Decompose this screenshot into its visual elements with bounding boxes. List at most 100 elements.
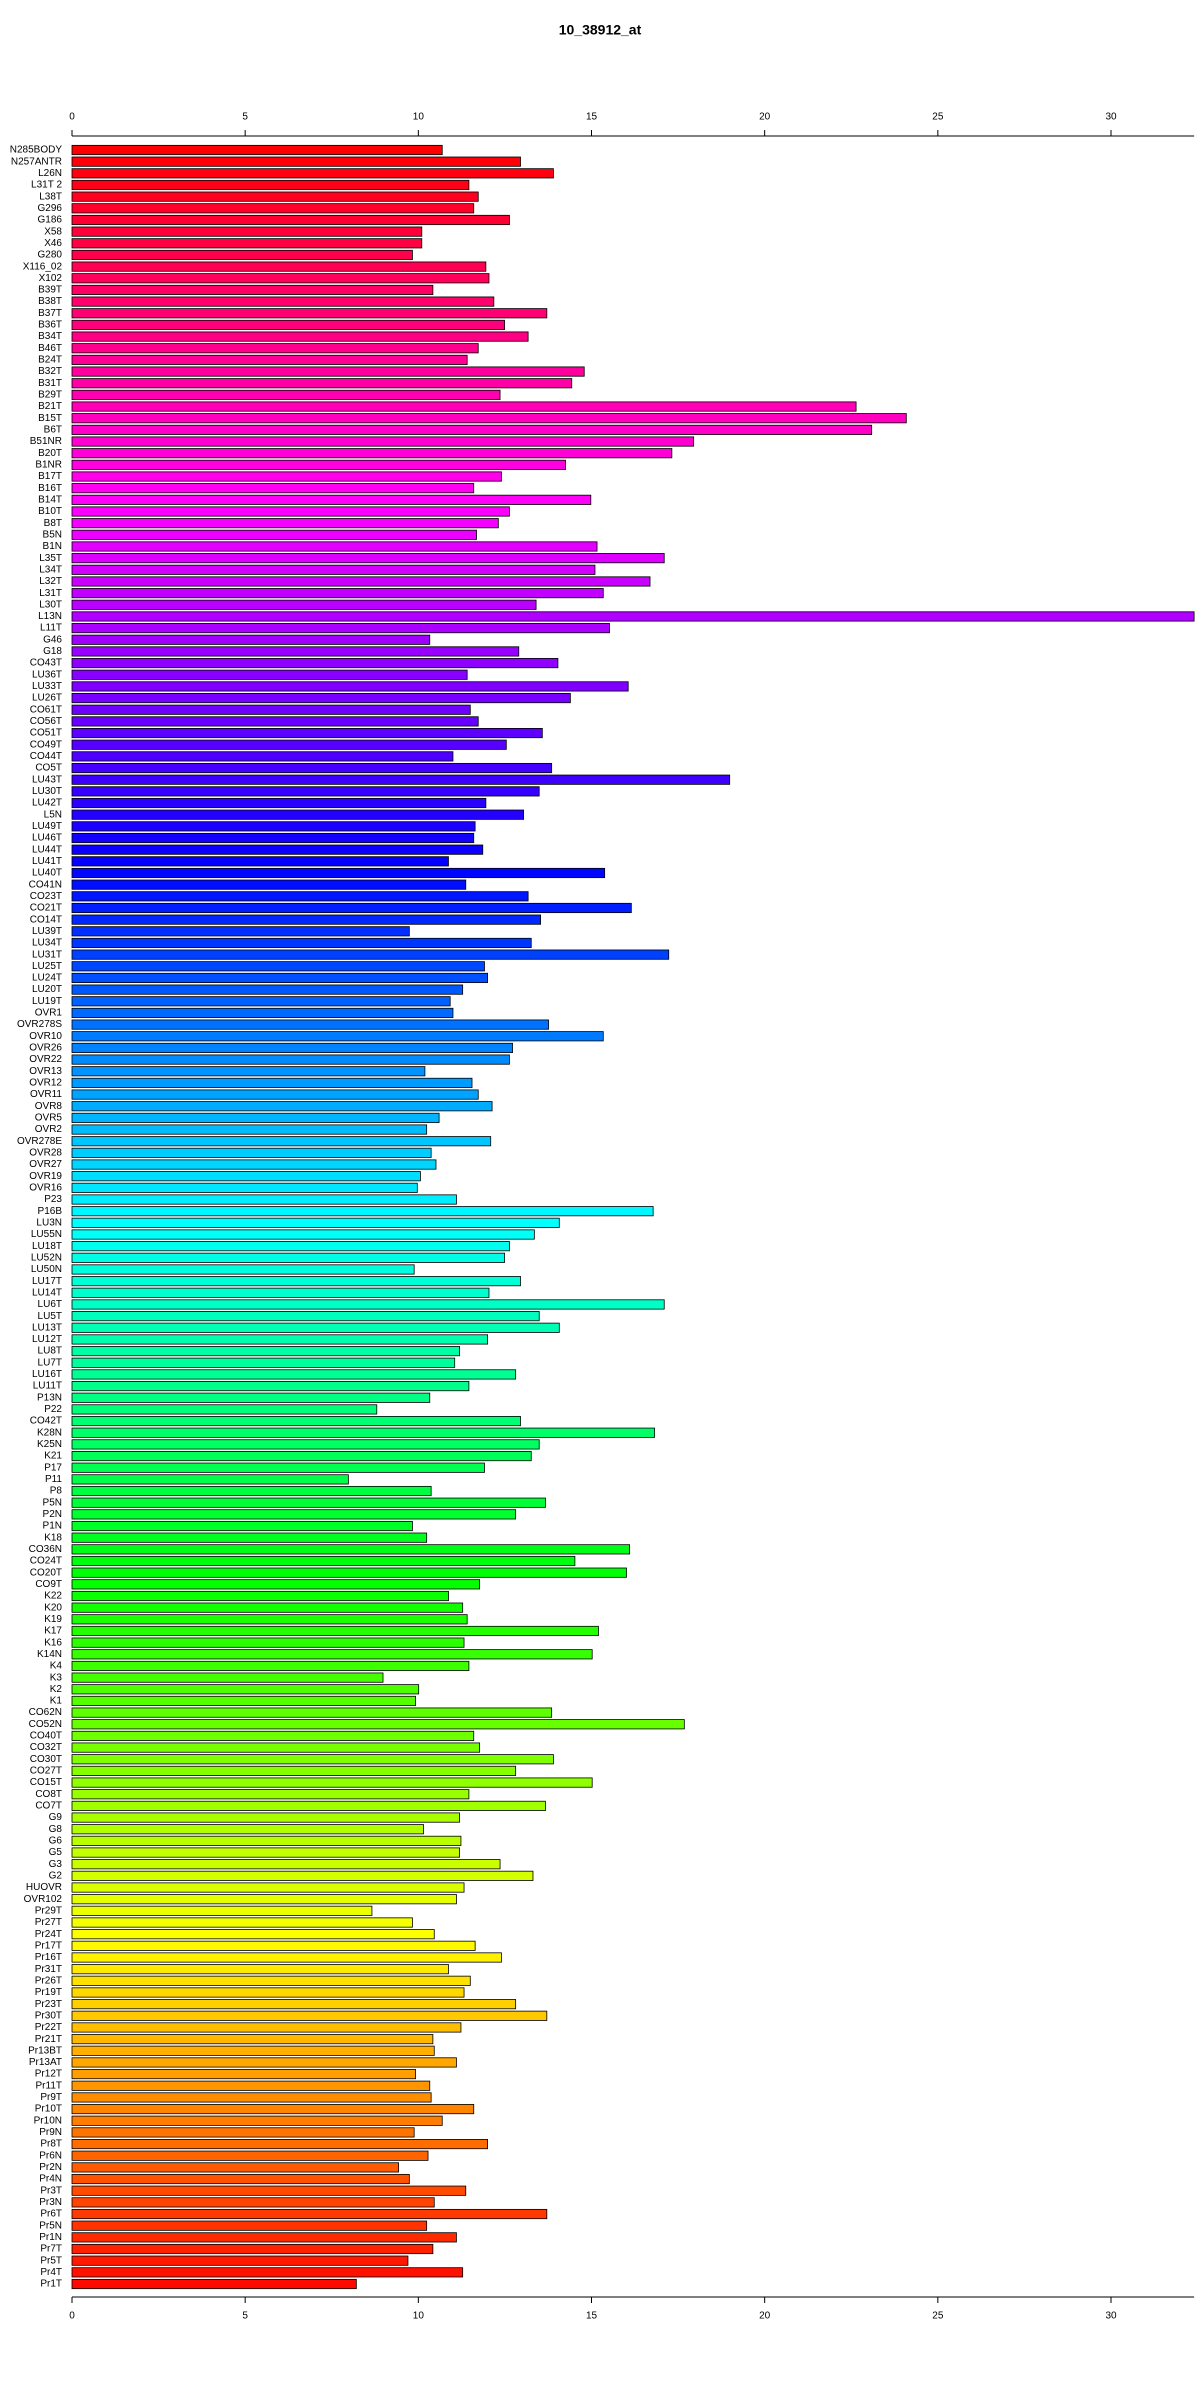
y-tick-label: Pr26T xyxy=(35,1975,62,1986)
bar xyxy=(71,1159,437,1170)
bar xyxy=(71,249,413,261)
y-tick-label: OVR278S xyxy=(17,1019,62,1030)
bar xyxy=(71,168,554,179)
bar xyxy=(71,1252,505,1263)
y-tick-label: G18 xyxy=(43,646,62,657)
y-tick-label: CO61T xyxy=(30,704,62,715)
bar xyxy=(71,378,573,389)
bar xyxy=(71,1684,420,1695)
bar xyxy=(71,797,487,809)
y-tick-label: LU18T xyxy=(32,1241,62,1252)
chart-title: 10_38912_at xyxy=(559,22,642,38)
bar xyxy=(71,1555,576,1567)
bar xyxy=(71,984,464,995)
bar xyxy=(71,821,476,832)
y-tick-label: Pr9N xyxy=(39,2127,62,2138)
bar xyxy=(71,1999,517,2010)
bar xyxy=(71,844,484,855)
bar xyxy=(71,937,532,949)
y-tick-label: L32T xyxy=(39,576,62,587)
y-tick-label: B34T xyxy=(38,331,62,342)
y-tick-label: B6T xyxy=(44,425,62,436)
bar xyxy=(71,1520,413,1532)
y-tick-label: LU24T xyxy=(32,973,62,984)
y-tick-label: OVR27 xyxy=(29,1159,62,1170)
y-tick-label: OVR278E xyxy=(17,1136,62,1147)
x-tick-label: 25 xyxy=(932,112,944,123)
bar xyxy=(71,261,487,272)
bar xyxy=(71,576,651,587)
bar xyxy=(71,1975,471,1986)
y-tick-label: CO41N xyxy=(29,879,62,890)
y-tick-label: L13N xyxy=(38,611,62,622)
y-tick-label: P2N xyxy=(43,1509,62,1520)
y-tick-label: CO62N xyxy=(29,1707,62,1718)
y-tick-label: CO9T xyxy=(35,1579,62,1590)
y-tick-label: LU50N xyxy=(31,1264,62,1275)
y-tick-label: B15T xyxy=(38,413,62,424)
bar xyxy=(71,179,470,191)
y-tick-label: Pr7T xyxy=(40,2244,62,2255)
bar xyxy=(71,1206,654,1217)
y-tick-label: LU8T xyxy=(38,1346,62,1357)
bar xyxy=(71,541,598,552)
y-tick-label: B24T xyxy=(38,355,62,366)
y-tick-label: LU25T xyxy=(32,961,62,972)
bar xyxy=(71,669,468,680)
bar xyxy=(71,1416,521,1427)
y-tick-label: L34T xyxy=(39,564,62,575)
bar xyxy=(71,1439,540,1450)
y-tick-label: Pr6T xyxy=(40,2209,62,2220)
bar xyxy=(71,599,537,610)
y-tick-label: LU6T xyxy=(38,1299,62,1310)
y-tick-label: Pr13AT xyxy=(29,2057,62,2068)
y-tick-label: K1 xyxy=(50,1696,63,1707)
y-tick-label: P1N xyxy=(43,1521,62,1532)
y-tick-label: LU43T xyxy=(32,774,62,785)
bar xyxy=(71,1894,457,1905)
y-tick-label: LU7T xyxy=(38,1357,62,1368)
y-tick-label: Pr6N xyxy=(39,2150,62,2161)
x-tick-label: 15 xyxy=(586,112,598,123)
bar xyxy=(71,1590,449,1602)
bar xyxy=(71,2243,434,2255)
y-tick-label: LU31T xyxy=(32,949,62,960)
bar xyxy=(71,2255,409,2266)
bar xyxy=(71,203,475,214)
y-tick-label: K16 xyxy=(44,1637,62,1648)
y-tick-label: Pr5T xyxy=(40,2255,62,2266)
y-tick-label: CO7T xyxy=(35,1801,62,1812)
y-tick-label: B8T xyxy=(44,518,62,529)
y-tick-label: CO27T xyxy=(30,1766,62,1777)
bar xyxy=(71,2173,410,2185)
y-tick-label: B17T xyxy=(38,471,62,482)
y-tick-label: B37T xyxy=(38,308,62,319)
y-tick-label: CO56T xyxy=(30,716,62,727)
bar xyxy=(71,1602,464,1613)
bar xyxy=(71,1241,510,1252)
bar xyxy=(71,2197,435,2208)
y-tick-label: G296 xyxy=(38,203,63,214)
bar xyxy=(71,1276,521,1287)
y-tick-label: P5N xyxy=(43,1497,62,1508)
y-tick-label: N285BODY xyxy=(10,145,63,156)
y-tick-label: HUOVR xyxy=(26,1882,62,1893)
y-tick-label: LU30T xyxy=(32,786,62,797)
y-tick-label: LU49T xyxy=(32,821,62,832)
bar xyxy=(71,704,471,715)
y-tick-label: Pr21T xyxy=(35,2034,62,2045)
y-tick-label: Pr1T xyxy=(40,2279,62,2290)
y-tick-label: LU39T xyxy=(32,926,62,937)
y-tick-label: CO20T xyxy=(30,1567,62,1578)
y-tick-label: LU3N xyxy=(36,1217,62,1228)
y-tick-label: LU26T xyxy=(32,693,62,704)
y-tick-label: Pr3T xyxy=(40,2185,62,2196)
bar xyxy=(71,1544,630,1555)
y-tick-label: LU19T xyxy=(32,996,62,1007)
y-tick-label: LU20T xyxy=(32,984,62,995)
bar xyxy=(71,1077,473,1088)
y-tick-label: OVR5 xyxy=(35,1113,63,1124)
y-tick-label: K4 xyxy=(50,1661,63,1672)
bar xyxy=(71,1124,428,1135)
x-tick-label: 20 xyxy=(759,112,771,123)
